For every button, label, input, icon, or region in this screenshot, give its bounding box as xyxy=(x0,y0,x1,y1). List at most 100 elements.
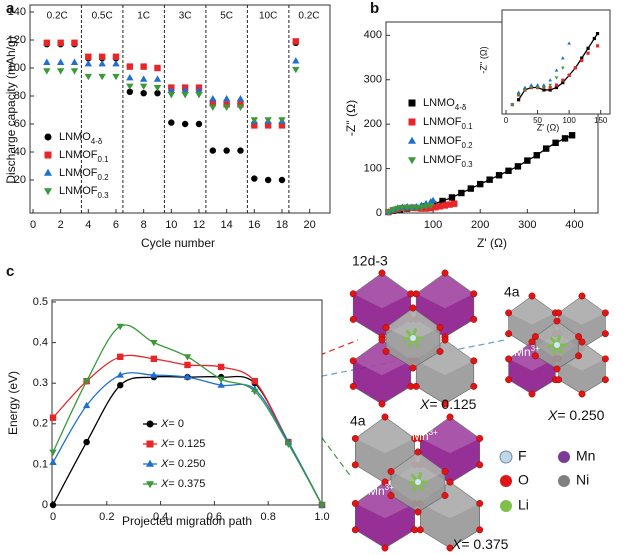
x-tick-label: 100 xyxy=(424,219,442,231)
y-tick-label: 120 xyxy=(8,34,26,46)
marker xyxy=(195,92,203,99)
x-tick-label: 0.8 xyxy=(261,511,276,523)
marker xyxy=(486,176,493,183)
structures xyxy=(349,269,609,552)
rate-label: 0.2C xyxy=(298,11,319,22)
legend-marker xyxy=(44,133,52,141)
marker xyxy=(49,458,57,465)
link xyxy=(291,339,506,383)
marker xyxy=(250,117,258,124)
marker xyxy=(516,90,521,94)
marker xyxy=(150,371,158,378)
o-atom xyxy=(601,330,609,338)
o-atom xyxy=(476,461,484,469)
element-label: Mn xyxy=(576,448,595,464)
marker xyxy=(264,122,272,129)
marker xyxy=(236,94,245,102)
marker xyxy=(43,39,51,46)
o-atom xyxy=(470,315,478,323)
element-ball xyxy=(558,451,570,463)
marker xyxy=(43,68,51,75)
o-atom xyxy=(409,304,417,312)
rate-label: 10C xyxy=(259,11,277,22)
o-atom xyxy=(446,544,454,552)
o-atom xyxy=(476,435,484,442)
x-tick-label: 100 xyxy=(562,116,576,125)
y-tick-label: 20 xyxy=(14,174,26,186)
y-tick-label: 0.2 xyxy=(33,418,48,430)
marker xyxy=(292,57,300,64)
legend-label: LNMOF0.1 xyxy=(59,149,109,164)
marker xyxy=(552,139,559,147)
marker xyxy=(223,147,230,154)
x-tick-label: 16 xyxy=(248,219,260,231)
x-tick-label: 200 xyxy=(471,219,489,231)
o-atom xyxy=(349,290,357,298)
site-label: 12d-3 xyxy=(352,253,388,269)
marker xyxy=(112,59,120,67)
marker xyxy=(167,92,175,99)
marker xyxy=(57,39,64,46)
x-tick-label: 12 xyxy=(193,219,205,231)
legend-label: X= 0.250 xyxy=(160,458,205,470)
marker xyxy=(560,56,565,60)
marker xyxy=(222,104,231,112)
y-tick-label: 0.3 xyxy=(33,377,48,389)
panel-label: b xyxy=(370,0,379,17)
marker xyxy=(542,86,546,90)
marker xyxy=(217,381,225,388)
o-atom xyxy=(351,461,359,469)
element-ball xyxy=(499,450,513,464)
o-atom xyxy=(553,317,561,325)
marker xyxy=(573,66,578,70)
x-tick-label: 18 xyxy=(276,219,288,231)
marker xyxy=(56,58,65,65)
element-label: Li xyxy=(518,497,529,513)
marker xyxy=(586,46,590,50)
marker xyxy=(85,53,92,60)
o-atom xyxy=(351,526,359,534)
rate-label: 1C xyxy=(137,11,150,22)
y-axis-label: Discharge capacity (mAh/g) xyxy=(4,36,18,183)
marker xyxy=(49,414,57,421)
o-atom xyxy=(349,357,357,365)
o-atom xyxy=(378,400,386,408)
marker xyxy=(183,373,192,380)
x-tick-label: 150 xyxy=(594,116,608,125)
octahedron-face xyxy=(420,482,480,519)
legend-label: LNMOF0.2 xyxy=(423,135,473,150)
marker xyxy=(140,63,147,70)
x-tick-label: 0 xyxy=(50,511,56,523)
legend-marker xyxy=(43,168,53,176)
li-atom xyxy=(415,479,421,485)
site-label: 4a xyxy=(350,413,366,429)
octahedron-face xyxy=(416,273,474,309)
marker xyxy=(98,53,106,60)
o-atom xyxy=(505,330,513,338)
marker xyxy=(432,204,439,211)
o-atom xyxy=(441,492,449,499)
marker xyxy=(284,441,293,448)
marker xyxy=(209,94,217,102)
y-axis-label: -Z'' (Ω) xyxy=(344,100,358,136)
marker xyxy=(523,85,527,89)
marker xyxy=(548,83,553,87)
marker xyxy=(441,202,449,209)
marker xyxy=(49,449,57,457)
element-label: F xyxy=(518,448,527,464)
marker xyxy=(139,83,148,91)
marker xyxy=(318,502,326,509)
y-axis-label: Energy (eV) xyxy=(6,371,20,435)
o-atom xyxy=(412,290,420,298)
marker xyxy=(560,66,565,70)
marker xyxy=(580,58,584,63)
legend-label: LNMOF0.3 xyxy=(59,185,109,200)
marker xyxy=(84,59,93,67)
marker xyxy=(561,81,565,85)
o-atom xyxy=(555,376,563,384)
x-tick-label: 8 xyxy=(141,219,147,231)
marker xyxy=(408,205,416,212)
o-atom xyxy=(349,315,357,323)
octahedron-face xyxy=(391,452,445,485)
